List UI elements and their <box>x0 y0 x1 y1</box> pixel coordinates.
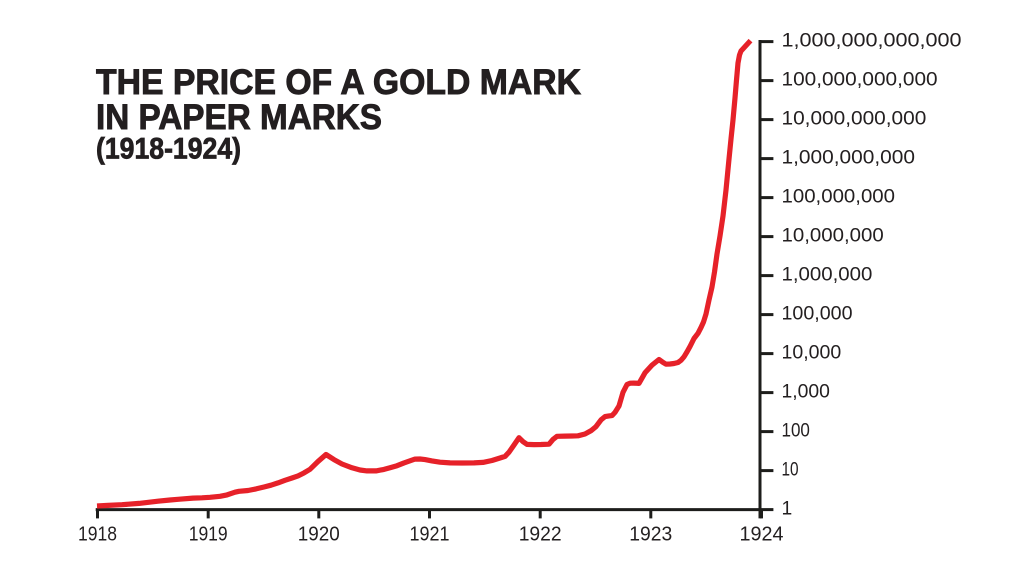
svg-text:THE PRICE OF A GOLD MARK: THE PRICE OF A GOLD MARK <box>96 63 581 102</box>
svg-text:1924: 1924 <box>740 523 784 546</box>
svg-text:100,000: 100,000 <box>782 303 853 324</box>
svg-text:1922: 1922 <box>519 523 562 546</box>
svg-text:1921: 1921 <box>410 523 450 546</box>
svg-text:1: 1 <box>782 498 793 519</box>
svg-text:10: 10 <box>782 459 799 480</box>
svg-text:1920: 1920 <box>298 523 340 546</box>
svg-text:1919: 1919 <box>189 523 228 546</box>
svg-text:1918: 1918 <box>78 523 117 546</box>
svg-text:100: 100 <box>782 420 810 441</box>
svg-text:1923: 1923 <box>629 523 672 546</box>
svg-text:1,000: 1,000 <box>782 381 830 402</box>
svg-text:1,000,000: 1,000,000 <box>782 264 873 285</box>
svg-text:10,000,000,000: 10,000,000,000 <box>782 108 927 129</box>
svg-text:100,000,000: 100,000,000 <box>782 186 896 207</box>
svg-text:(1918-1924): (1918-1924) <box>96 134 241 166</box>
svg-text:1,000,000,000: 1,000,000,000 <box>782 147 916 168</box>
svg-text:100,000,000,000: 100,000,000,000 <box>782 69 938 90</box>
svg-text:1,000,000,000,000: 1,000,000,000,000 <box>782 30 962 51</box>
svg-text:IN PAPER MARKS: IN PAPER MARKS <box>96 98 382 137</box>
svg-text:10,000,000: 10,000,000 <box>782 225 884 246</box>
svg-text:10,000: 10,000 <box>782 342 842 363</box>
